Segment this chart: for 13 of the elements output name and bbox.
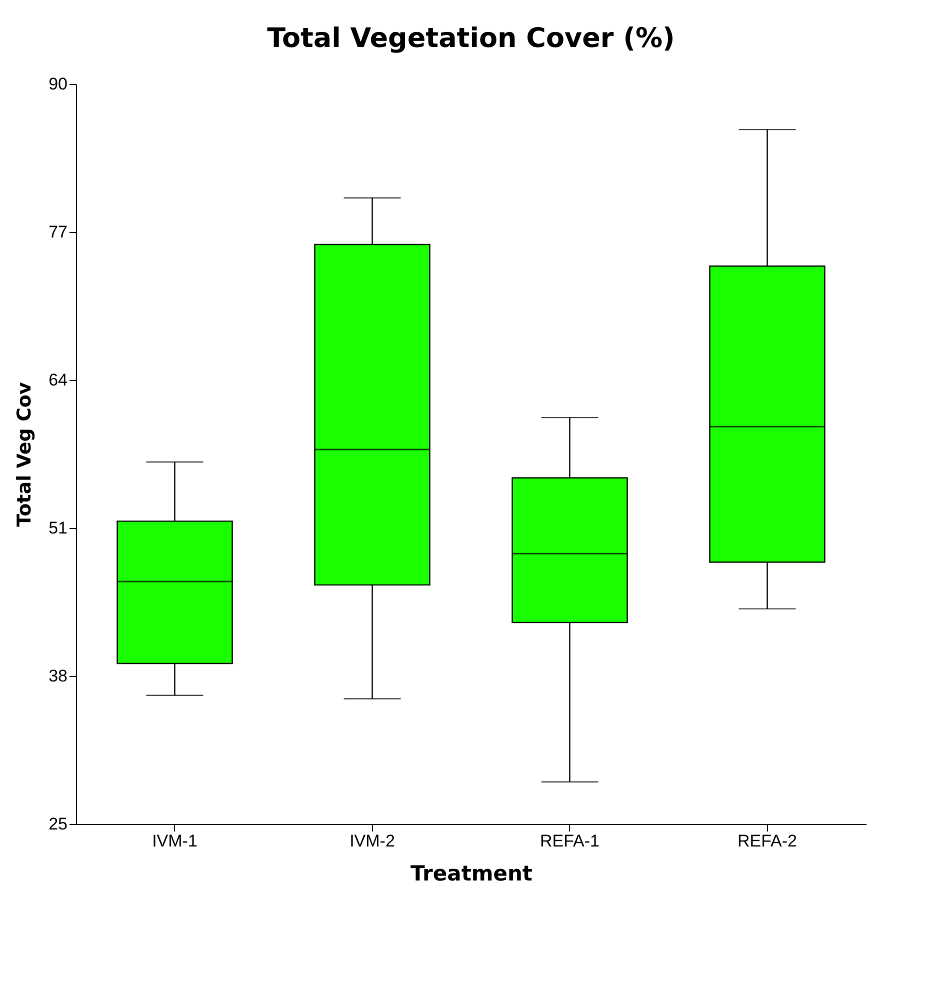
y-tick-label: 77 <box>48 222 68 242</box>
x-tick-label: REFA-1 <box>540 832 600 850</box>
chart-title: Total Vegetation Cover (%) <box>267 23 675 54</box>
y-tick-label: 90 <box>48 74 68 94</box>
y-axis-title: Total Veg Cov <box>14 382 36 527</box>
x-tick-label: REFA-2 <box>737 832 798 850</box>
y-tick-label: 51 <box>48 518 68 538</box>
y-tick-label: 38 <box>48 666 68 686</box>
x-tick-label: IVM-1 <box>152 832 198 850</box>
x-tick-label: IVM-2 <box>350 832 395 850</box>
y-tick-label: 64 <box>48 370 68 390</box>
y-tick-label: 25 <box>48 814 68 834</box>
x-axis-title: Treatment <box>410 862 532 886</box>
